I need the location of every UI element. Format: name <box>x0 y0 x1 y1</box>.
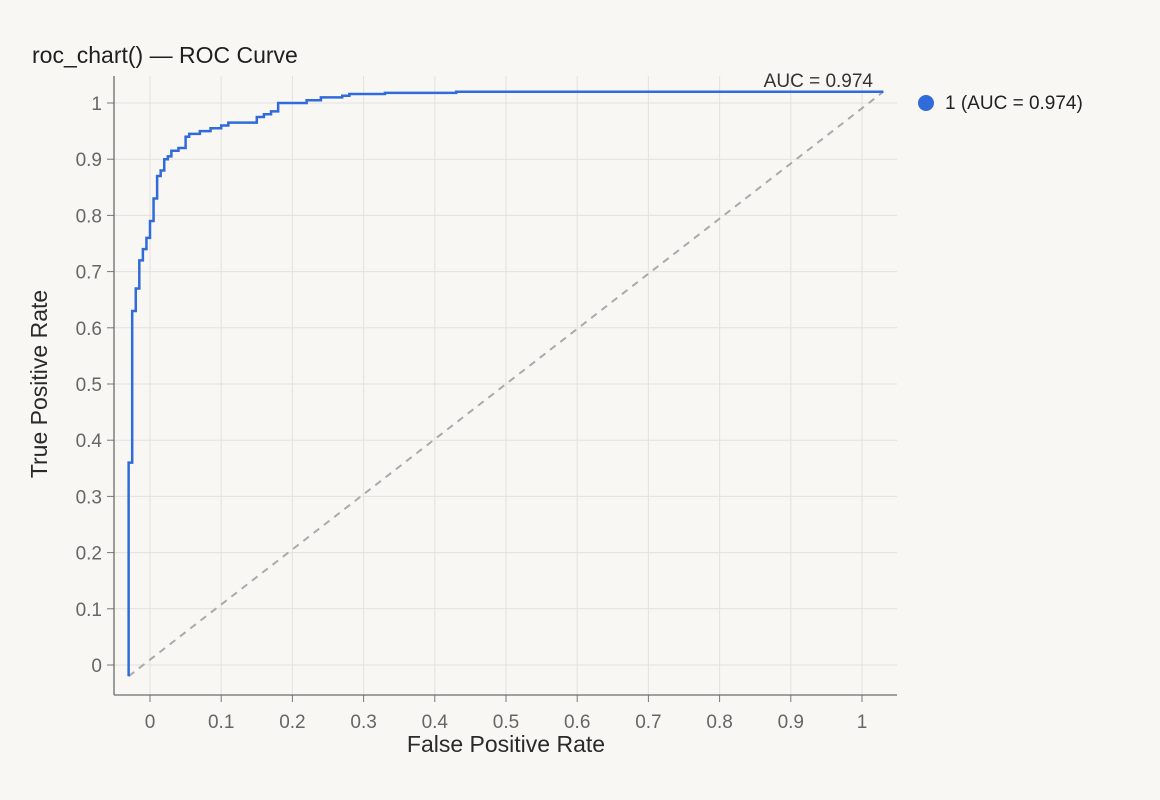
y-tick-label: 0.2 <box>76 544 102 565</box>
x-tick-label: 0.2 <box>279 712 305 733</box>
y-tick-label: 0.4 <box>76 431 103 452</box>
y-tick-label: 0.9 <box>76 150 102 171</box>
x-tick-label: 0 <box>145 712 156 733</box>
legend: 1 (AUC = 0.974) <box>918 93 1083 114</box>
y-axis-label: True Positive Rate <box>26 290 52 478</box>
roc-curve-line <box>127 90 884 677</box>
y-tick-label: 1 <box>91 94 102 115</box>
y-tick-label: 0.5 <box>76 375 102 396</box>
x-tick-label: 1 <box>857 712 868 733</box>
x-tick-label: 0.5 <box>493 712 519 733</box>
series-lines <box>127 90 884 678</box>
chart-title: roc_chart() — ROC Curve <box>32 42 298 68</box>
y-tick-label: 0.8 <box>76 206 102 227</box>
x-tick-label: 0.1 <box>208 712 234 733</box>
x-tick-label: 0.4 <box>422 712 449 733</box>
y-tick-label: 0.7 <box>76 263 102 284</box>
y-tick-label: 0.1 <box>76 600 102 621</box>
y-tick-labels: 0 0.1 0.2 0.3 0.4 0.5 0.6 0.7 0.8 0.9 1 <box>76 94 103 677</box>
legend-marker <box>918 95 934 111</box>
y-tick-label: 0.3 <box>76 487 102 508</box>
x-tick-label: 0.9 <box>778 712 804 733</box>
legend-label: 1 (AUC = 0.974) <box>945 93 1083 114</box>
x-tick-label: 0.7 <box>635 712 661 733</box>
chance-diagonal-line <box>128 90 884 678</box>
y-tick-label: 0.6 <box>76 319 102 340</box>
x-axis-label: False Positive Rate <box>407 731 605 757</box>
y-tick-label: 0 <box>91 656 102 677</box>
axes <box>107 76 897 702</box>
x-tick-label: 0.8 <box>706 712 732 733</box>
x-tick-label: 0.3 <box>350 712 376 733</box>
auc-annotation: AUC = 0.974 <box>764 71 874 92</box>
x-tick-labels: 0 0.1 0.2 0.3 0.4 0.5 0.6 0.7 0.8 0.9 1 <box>145 712 868 733</box>
x-tick-label: 0.6 <box>564 712 590 733</box>
grid-lines <box>114 76 897 695</box>
